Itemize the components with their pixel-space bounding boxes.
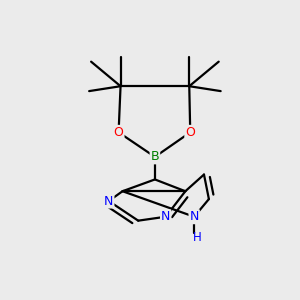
Text: O: O [185,126,195,139]
Text: N: N [190,210,199,223]
Text: N: N [161,210,170,223]
Text: B: B [151,150,159,164]
Text: H: H [193,231,202,244]
Text: N: N [104,194,113,208]
Text: O: O [114,126,124,139]
